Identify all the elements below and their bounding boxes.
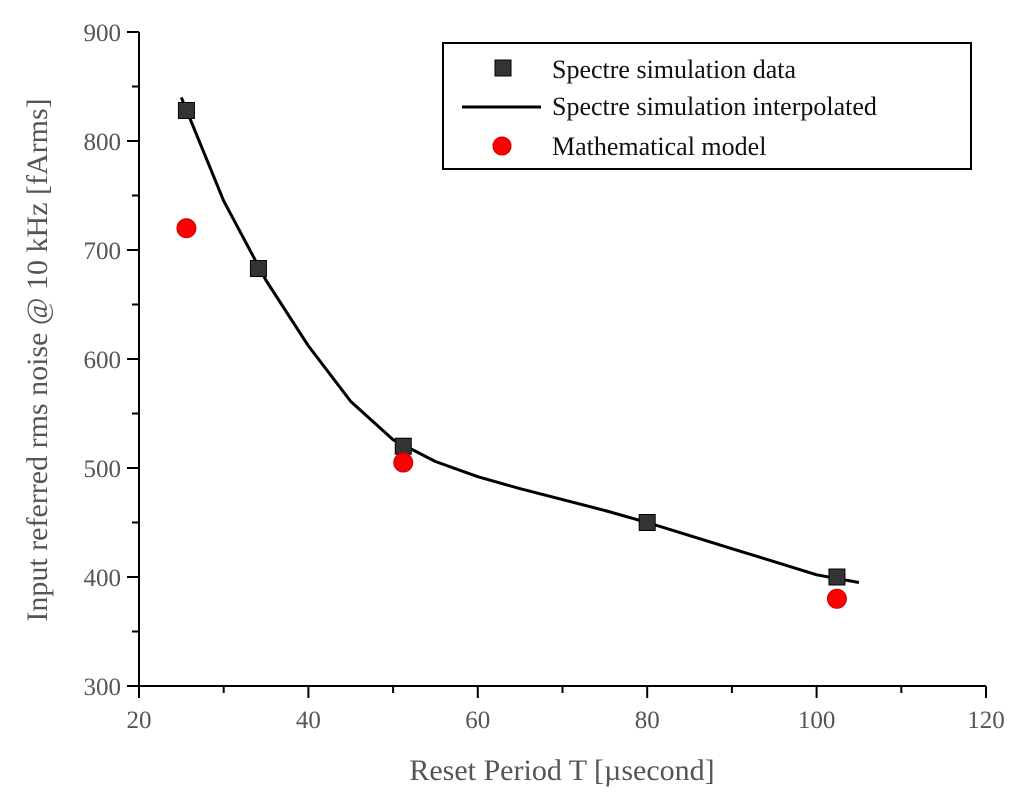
y-tick-label: 300 [84, 674, 122, 701]
plot-area [176, 96, 860, 609]
x-tick-label: 100 [798, 707, 836, 734]
legend-label-spectre-interpolated: Spectre simulation interpolated [552, 92, 877, 121]
x-axis-title: Reset Period T [µsecond] [409, 754, 714, 787]
y-tick-label: 400 [84, 565, 122, 592]
data-point-circle [826, 588, 847, 609]
x-tick-label: 20 [127, 707, 152, 734]
y-tick-label: 700 [84, 238, 122, 265]
data-point-square [394, 437, 412, 455]
x-tick-label: 40 [296, 707, 321, 734]
x-tick-label: 60 [465, 707, 490, 734]
ticks: 20 40 60 80 100 120 300 400 500 600 700 800 900 [84, 20, 1005, 734]
data-point-square [177, 101, 195, 119]
x-tick-label: 120 [967, 707, 1005, 734]
x-tick-label: 80 [635, 707, 660, 734]
legend-marker-square [494, 59, 512, 77]
data-point-circle [176, 218, 197, 239]
y-tick-label: 500 [84, 456, 122, 483]
data-point-square [249, 260, 267, 278]
data-point-square [638, 514, 656, 531]
y-tick-label: 800 [84, 129, 122, 156]
legend: Spectre simulation data Spectre simulati… [442, 42, 972, 170]
data-point-square [828, 568, 846, 586]
data-point-circle [393, 452, 414, 473]
legend-label-spectre-data: Spectre simulation data [552, 55, 797, 84]
y-axis-title: Input referred rms noise @ 10 kHz [fArms… [21, 98, 54, 621]
y-tick-label: 900 [84, 20, 122, 47]
y-tick-label: 600 [84, 347, 122, 374]
legend-label-math-model: Mathematical model [552, 132, 766, 161]
legend-marker-circle [492, 136, 512, 156]
series-line-interpolated [179, 96, 860, 584]
